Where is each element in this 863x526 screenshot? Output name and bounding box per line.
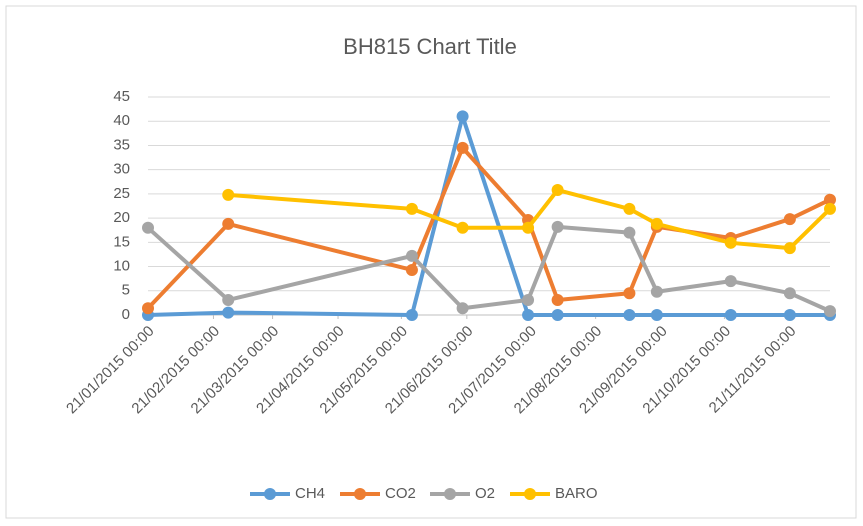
- data-point: [824, 202, 836, 215]
- data-point: [623, 202, 636, 215]
- legend-marker: [524, 488, 536, 500]
- data-point: [783, 309, 796, 321]
- data-point: [551, 184, 564, 197]
- data-point: [405, 263, 418, 276]
- series-line: [228, 188, 832, 251]
- data-point: [142, 221, 154, 234]
- data-point: [623, 287, 636, 300]
- data-point: [222, 217, 235, 230]
- data-point: [650, 217, 663, 230]
- y-tick-label: 40: [113, 112, 130, 129]
- data-point: [222, 293, 235, 306]
- data-point: [783, 213, 796, 226]
- y-tick-label: 45: [113, 88, 130, 105]
- data-point: [456, 302, 469, 315]
- y-tick-label: 0: [122, 306, 130, 323]
- legend-marker: [354, 488, 366, 500]
- data-point: [824, 305, 836, 318]
- legend-label: CH4: [295, 485, 325, 502]
- y-tick-label: 20: [113, 209, 130, 226]
- data-point: [222, 306, 235, 319]
- data-point: [650, 285, 663, 298]
- legend-marker: [264, 488, 276, 500]
- data-point: [551, 220, 564, 233]
- legend-label: CO2: [385, 485, 416, 502]
- data-point: [783, 287, 796, 300]
- data-point: [724, 309, 737, 321]
- data-point: [456, 141, 469, 154]
- data-point: [522, 293, 535, 306]
- data-point: [724, 236, 737, 249]
- data-point: [551, 309, 564, 321]
- data-point: [623, 309, 636, 321]
- data-point: [551, 293, 564, 306]
- data-point: [405, 202, 418, 215]
- y-tick-label: 5: [122, 282, 130, 299]
- data-point: [522, 309, 535, 321]
- data-point: [142, 302, 154, 315]
- data-point: [456, 221, 469, 234]
- data-point: [405, 309, 418, 321]
- data-point: [650, 309, 663, 321]
- data-point: [783, 242, 796, 255]
- data-point: [522, 221, 535, 234]
- legend-marker: [444, 488, 456, 500]
- data-point: [405, 249, 418, 262]
- data-point: [222, 188, 235, 201]
- data-point: [456, 110, 469, 123]
- data-point: [824, 193, 836, 206]
- data-point: [724, 275, 737, 288]
- y-tick-label: 15: [113, 233, 130, 250]
- y-tick-label: 25: [113, 185, 130, 202]
- chart-title: BH815 Chart Title: [343, 34, 517, 59]
- y-tick-label: 10: [113, 258, 130, 275]
- data-point: [623, 226, 636, 239]
- y-tick-label: 30: [113, 161, 130, 178]
- y-tick-label: 35: [113, 136, 130, 153]
- legend-label: BARO: [555, 485, 598, 502]
- legend-label: O2: [475, 485, 495, 502]
- chart-frame: [5, 5, 857, 519]
